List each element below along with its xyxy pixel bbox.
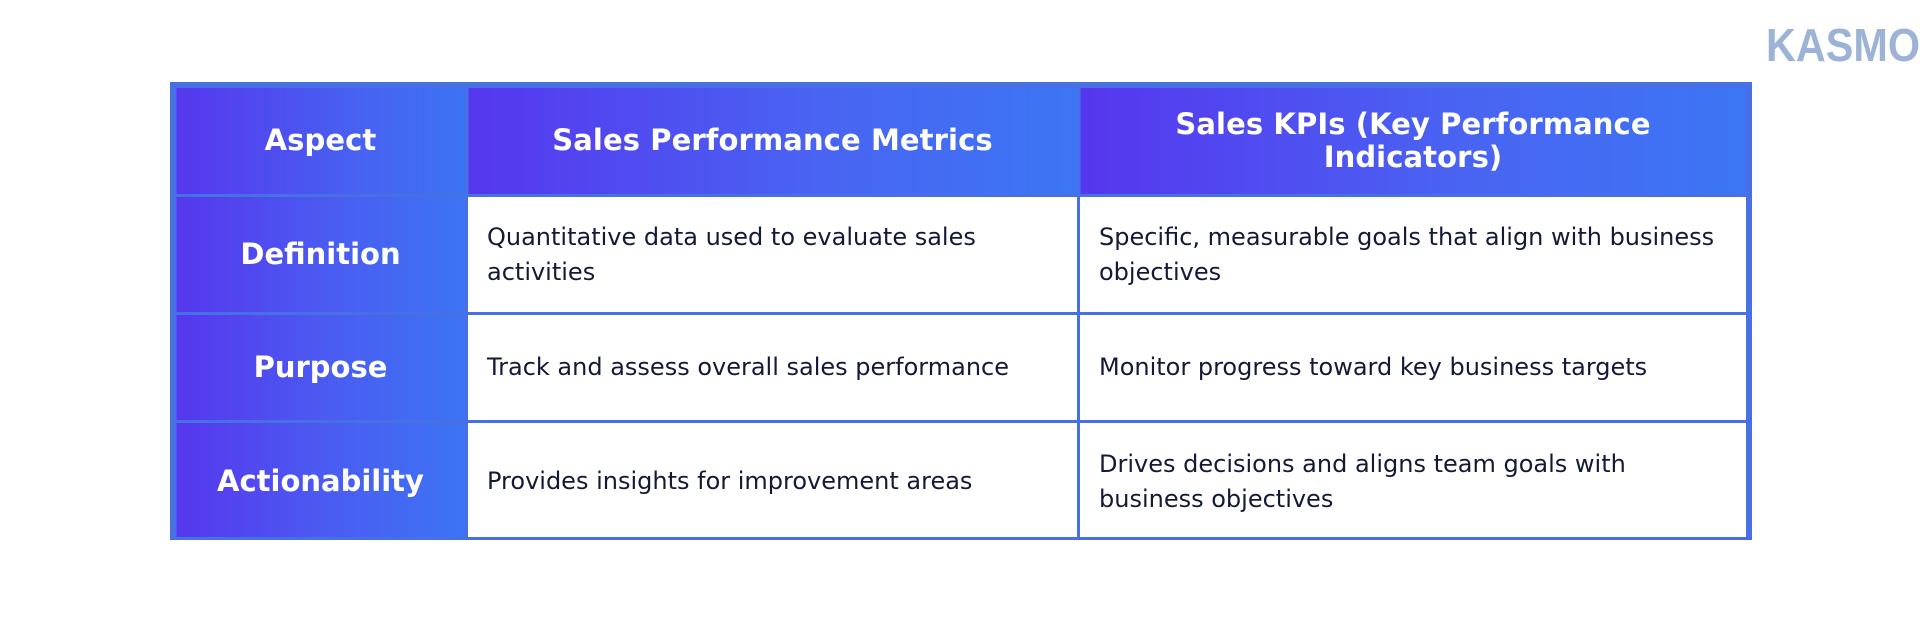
comparison-table-container: Aspect Sales Performance Metrics Sales K… xyxy=(170,82,1752,540)
definition-metrics-text: Quantitative data used to evaluate sales… xyxy=(487,223,976,286)
header-metrics-label: Sales Performance Metrics xyxy=(552,123,993,158)
actionability-metrics-text: Provides insights for improvement areas xyxy=(487,467,973,496)
definition-metrics-cell: Quantitative data used to evaluate sales… xyxy=(465,194,1080,315)
definition-kpis-cell: Specific, measurable goals that align wi… xyxy=(1077,194,1749,315)
header-aspect-cell: Aspect xyxy=(173,85,468,197)
purpose-kpis-text: Monitor progress toward key business tar… xyxy=(1099,353,1648,382)
actionability-metrics-cell: Provides insights for improvement areas xyxy=(465,420,1080,537)
definition-label-cell: Definition xyxy=(173,194,468,315)
table-row-actionability: Actionability Provides insights for impr… xyxy=(173,420,1749,537)
definition-kpis-text: Specific, measurable goals that align wi… xyxy=(1099,223,1715,286)
actionability-kpis-text: Drives decisions and aligns team goals w… xyxy=(1099,450,1626,513)
header-aspect-label: Aspect xyxy=(264,123,377,158)
table-row-definition: Definition Quantitative data used to eva… xyxy=(173,194,1749,315)
actionability-label-cell: Actionability xyxy=(173,420,468,537)
comparison-table: Aspect Sales Performance Metrics Sales K… xyxy=(173,85,1749,537)
actionability-label: Actionability xyxy=(217,463,424,498)
purpose-label-cell: Purpose xyxy=(173,312,468,423)
purpose-metrics-text: Track and assess overall sales performan… xyxy=(487,353,1009,382)
actionability-kpis-cell: Drives decisions and aligns team goals w… xyxy=(1077,420,1749,537)
purpose-label: Purpose xyxy=(253,349,388,384)
header-metrics-cell: Sales Performance Metrics xyxy=(465,85,1080,197)
kasmo-logo: KASMO xyxy=(1765,19,1920,71)
purpose-kpis-cell: Monitor progress toward key business tar… xyxy=(1077,312,1749,423)
purpose-metrics-cell: Track and assess overall sales performan… xyxy=(465,312,1080,423)
definition-label: Definition xyxy=(240,236,401,271)
header-kpis-cell: Sales KPIs (Key Performance Indicators) xyxy=(1077,85,1749,197)
header-kpis-label: Sales KPIs (Key Performance Indicators) xyxy=(1175,106,1651,174)
table-row-purpose: Purpose Track and assess overall sales p… xyxy=(173,312,1749,423)
table-header-row: Aspect Sales Performance Metrics Sales K… xyxy=(173,85,1749,197)
